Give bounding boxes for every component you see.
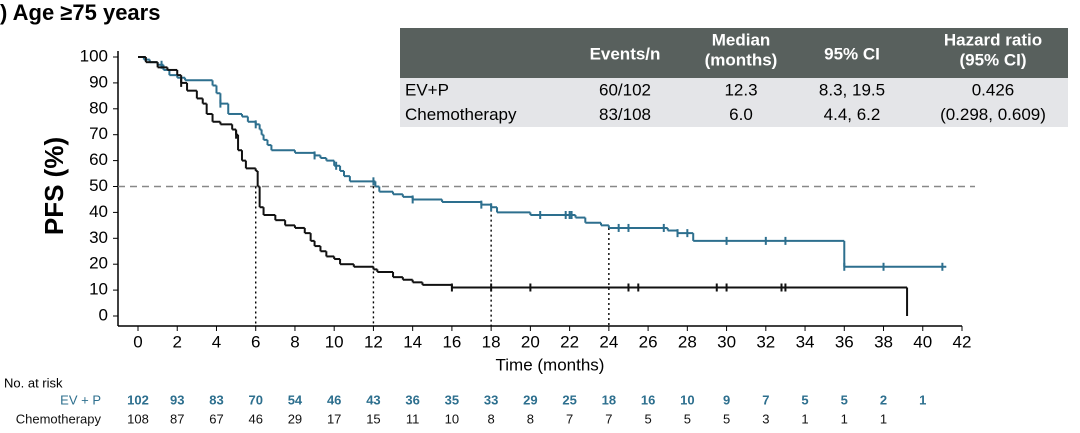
y-tick-label: 100	[80, 46, 108, 65]
x-tick-label: 0	[133, 332, 142, 351]
table-cell: 8.3, 19.5	[819, 81, 885, 100]
risk-count: 29	[523, 392, 537, 407]
table-cell: 6.0	[729, 105, 753, 124]
risk-count: 17	[327, 411, 341, 426]
risk-count: 3	[762, 411, 769, 426]
x-axis-label: Time (months)	[496, 355, 605, 374]
risk-count: 7	[566, 411, 573, 426]
risk-count: 5	[723, 411, 730, 426]
chart-title: ) Age ≥75 years	[0, 0, 160, 25]
x-tick-label: 42	[953, 332, 972, 351]
x-tick-label: 34	[796, 332, 815, 351]
table-cell: (0.298, 0.609)	[940, 105, 1046, 124]
risk-count: 102	[127, 392, 149, 407]
risk-count: 8	[488, 411, 495, 426]
y-tick-label: 10	[89, 280, 108, 299]
table-header-bg	[400, 28, 1068, 78]
risk-count: 25	[562, 392, 576, 407]
y-tick-label: 80	[89, 98, 108, 117]
risk-count: 5	[644, 411, 651, 426]
x-tick-label: 16	[442, 332, 461, 351]
x-tick-label: 40	[913, 332, 932, 351]
risk-count: 29	[288, 411, 302, 426]
x-tick-label: 28	[678, 332, 697, 351]
y-tick-label: 40	[89, 202, 108, 221]
risk-count: 5	[801, 392, 808, 407]
risk-count: 1	[841, 411, 848, 426]
risk-table-label: No. at risk	[4, 375, 63, 390]
risk-row-label: Chemotherapy	[16, 411, 102, 426]
risk-count: 83	[209, 392, 223, 407]
risk-count: 46	[248, 411, 262, 426]
risk-count: 5	[684, 411, 691, 426]
x-tick-label: 10	[325, 332, 344, 351]
risk-count: 16	[641, 392, 655, 407]
table-header-cell: Events/n	[590, 44, 661, 63]
risk-count: 9	[723, 392, 730, 407]
risk-count: 7	[605, 411, 612, 426]
risk-count: 15	[366, 411, 380, 426]
risk-count: 36	[405, 392, 419, 407]
x-tick-label: 6	[251, 332, 260, 351]
table-cell: 83/108	[599, 105, 651, 124]
table-body-bg	[400, 78, 1068, 127]
risk-count: 1	[801, 411, 808, 426]
risk-count: 67	[209, 411, 223, 426]
y-axis-label: PFS (%)	[39, 137, 69, 235]
table-header-cell: 95% CI	[824, 44, 880, 63]
table-header-cell: Median	[712, 30, 771, 49]
y-tick-label: 90	[89, 72, 108, 91]
y-tick-label: 60	[89, 150, 108, 169]
risk-count: 43	[366, 392, 380, 407]
x-tick-label: 24	[599, 332, 618, 351]
risk-count: 7	[762, 392, 769, 407]
risk-count: 10	[445, 411, 459, 426]
y-tick-label: 30	[89, 228, 108, 247]
risk-count: 2	[880, 392, 887, 407]
x-tick-label: 38	[874, 332, 893, 351]
table-header-cell: (months)	[705, 50, 778, 69]
table-cell: 12.3	[724, 81, 757, 100]
risk-count: 10	[680, 392, 694, 407]
table-header-cell: (95% CI)	[959, 50, 1026, 69]
risk-count: 33	[484, 392, 498, 407]
y-tick-label: 20	[89, 254, 108, 273]
x-tick-label: 8	[290, 332, 299, 351]
risk-count: 35	[445, 392, 459, 407]
risk-count: 11	[406, 411, 420, 426]
x-tick-label: 22	[560, 332, 579, 351]
risk-count: 46	[327, 392, 341, 407]
x-tick-label: 18	[482, 332, 501, 351]
x-tick-label: 2	[173, 332, 182, 351]
x-tick-label: 36	[835, 332, 854, 351]
table-cell: 4.4, 6.2	[824, 105, 881, 124]
risk-count: 87	[170, 411, 184, 426]
x-tick-label: 14	[403, 332, 422, 351]
risk-count: 1	[880, 411, 887, 426]
x-tick-label: 4	[212, 332, 221, 351]
risk-count: 54	[288, 392, 303, 407]
x-tick-label: 32	[756, 332, 775, 351]
risk-count: 5	[841, 392, 848, 407]
y-tick-label: 70	[89, 124, 108, 143]
y-tick-label: 50	[89, 176, 108, 195]
y-tick-label: 0	[99, 305, 108, 324]
x-tick-label: 30	[717, 332, 736, 351]
risk-count: 8	[527, 411, 534, 426]
table-cell: 60/102	[599, 81, 651, 100]
risk-count: 70	[248, 392, 262, 407]
table-header-cell: Hazard ratio	[944, 30, 1042, 49]
risk-row-label: EV + P	[60, 392, 101, 407]
risk-count: 93	[170, 392, 184, 407]
x-tick-label: 20	[521, 332, 540, 351]
risk-count: 1	[919, 392, 926, 407]
x-tick-label: 26	[639, 332, 658, 351]
risk-count: 18	[602, 392, 616, 407]
x-tick-label: 12	[364, 332, 383, 351]
table-cell: EV+P	[405, 81, 449, 100]
table-cell: 0.426	[972, 81, 1015, 100]
risk-count: 108	[127, 411, 149, 426]
table-cell: Chemotherapy	[405, 105, 517, 124]
